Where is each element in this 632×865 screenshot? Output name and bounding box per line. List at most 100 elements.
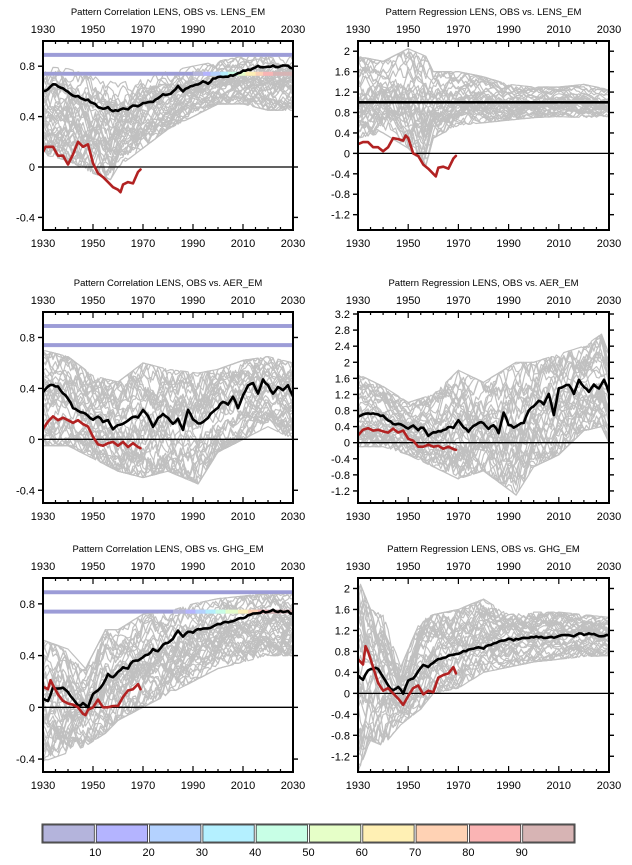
ensemble-member-line xyxy=(43,71,293,136)
ensemble-member-line xyxy=(358,333,609,413)
x-tick-label-top: 1990 xyxy=(181,561,205,573)
percentile-segment xyxy=(225,71,229,76)
ensemble-member-line xyxy=(43,370,293,425)
percentile-segment xyxy=(228,609,231,614)
y-tick-label: 2.4 xyxy=(335,341,350,353)
x-tick-label-bottom: 1950 xyxy=(81,780,105,792)
ensemble-member-line xyxy=(43,398,293,480)
ensemble-member-line xyxy=(43,359,293,429)
percentile-segment xyxy=(188,609,191,614)
y-tick-label: -0.4 xyxy=(331,454,350,466)
x-tick-label-top: 2030 xyxy=(597,561,621,573)
percentile-segment xyxy=(173,609,176,614)
chart-title: Pattern Correlation LENS, OBS vs. AER_EM xyxy=(74,278,263,289)
percentile-segment xyxy=(290,71,293,76)
chart-title: Pattern Correlation LENS, OBS vs. GHG_EM xyxy=(72,544,263,555)
series-observations xyxy=(358,426,458,452)
percentile-segment xyxy=(175,609,179,614)
ensemble-member-line xyxy=(43,410,293,485)
y-tick-label: 0 xyxy=(344,688,350,700)
x-tick-label-bottom: 1970 xyxy=(446,780,470,792)
percentile-segment xyxy=(195,71,199,76)
percentile-segment xyxy=(285,71,289,76)
y-tick-label: -0.4 xyxy=(16,212,35,224)
colorbar-box xyxy=(255,824,308,843)
plot-area xyxy=(43,324,293,485)
y-tick-label: 1.2 xyxy=(335,625,350,637)
ensemble-member-line xyxy=(358,644,609,757)
percentile-segment xyxy=(240,609,244,614)
ensemble-members xyxy=(358,583,609,772)
ensemble-member-line xyxy=(358,642,609,755)
x-tick-label-bottom: 2030 xyxy=(597,780,621,792)
y-tick-label: 0.4 xyxy=(20,112,35,124)
x-tick-label-bottom: 2030 xyxy=(597,511,621,523)
percentile-segment xyxy=(215,609,219,614)
x-tick-label-top: 1930 xyxy=(31,295,55,307)
series-observations xyxy=(43,678,142,717)
x-tick-label-top: 1990 xyxy=(496,561,520,573)
percentile-segment xyxy=(283,71,286,76)
ensemble-member-line xyxy=(358,54,609,102)
percentile-segment xyxy=(245,609,249,614)
colorbar-box xyxy=(522,824,575,843)
x-tick-label-top: 2030 xyxy=(597,295,621,307)
ensemble-member-line xyxy=(358,369,609,447)
x-tick-label-bottom: 1950 xyxy=(396,238,420,250)
x-tick-label-bottom: 2010 xyxy=(547,780,571,792)
y-tick-label: 0.4 xyxy=(335,422,350,434)
ensemble-member-line xyxy=(43,93,293,176)
x-tick-label-bottom: 1930 xyxy=(346,238,370,250)
y-tick-label: 0.4 xyxy=(335,667,350,679)
ensemble-member-line xyxy=(358,73,609,118)
plot-area xyxy=(43,590,293,763)
chart-title: Pattern Correlation LENS, OBS vs. LENS_E… xyxy=(71,7,265,18)
x-tick-label-bottom: 1970 xyxy=(131,238,155,250)
percentile-segment xyxy=(243,71,246,76)
ensemble-member-line xyxy=(43,645,293,763)
y-tick-label: 0.8 xyxy=(20,332,35,344)
y-tick-label: 3.2 xyxy=(335,309,350,321)
series-ensemble-mean xyxy=(43,378,293,432)
y-tick-label: -1.2 xyxy=(331,486,350,498)
ensemble-member-line xyxy=(358,99,609,150)
ensemble-member-line xyxy=(358,419,609,496)
chart-title: Pattern Regression LENS, OBS vs. GHG_EM xyxy=(387,544,580,555)
ensemble-member-line xyxy=(358,589,609,673)
y-tick-label: 2 xyxy=(344,583,350,595)
colorbar-box xyxy=(415,824,468,843)
colorbar-box xyxy=(42,824,95,843)
colorbar-label: 40 xyxy=(249,847,261,859)
x-tick-label-bottom: 2010 xyxy=(231,238,255,250)
y-tick-label: 0.8 xyxy=(20,61,35,73)
colorbar-label: 60 xyxy=(356,847,368,859)
percentile-segment xyxy=(290,609,293,614)
ensemble-member-line xyxy=(43,593,293,672)
y-tick-label: 0 xyxy=(29,162,35,174)
percentile-segment xyxy=(215,71,219,76)
ensemble-member-line xyxy=(358,340,609,409)
percentile-segment xyxy=(265,71,269,76)
y-tick-label: 0 xyxy=(344,438,350,450)
percentile-segment xyxy=(268,71,271,76)
plot-frame xyxy=(357,40,610,231)
ensemble-members xyxy=(358,333,609,496)
ensemble-member-line xyxy=(358,583,609,683)
ensemble-member-line xyxy=(358,382,609,453)
chart-panel-3: 1930 1930 1950 1950 1970 1970 1990 1990 2010 2010… xyxy=(16,278,305,523)
ensemble-member-line xyxy=(358,334,609,411)
y-tick-label: 0.8 xyxy=(20,599,35,611)
percentile-segment xyxy=(270,71,274,76)
x-tick-label-bottom: 2030 xyxy=(281,511,305,523)
series-ensemble-mean xyxy=(43,608,293,709)
ensemble-member-line xyxy=(358,609,609,680)
y-tick-label: -1.2 xyxy=(331,751,350,763)
colorbar-frame xyxy=(41,823,576,844)
x-tick-label-bottom: 1930 xyxy=(31,238,55,250)
chart-panel-5: 1930 1930 1950 1950 1970 1970 1990 1990 2010 2010… xyxy=(16,544,305,792)
y-tick-label: 0 xyxy=(344,148,350,160)
percentile-segment xyxy=(185,609,189,614)
ensemble-member-line xyxy=(358,107,609,167)
x-tick-label-top: 1970 xyxy=(131,561,155,573)
percentile-segment xyxy=(245,71,249,76)
